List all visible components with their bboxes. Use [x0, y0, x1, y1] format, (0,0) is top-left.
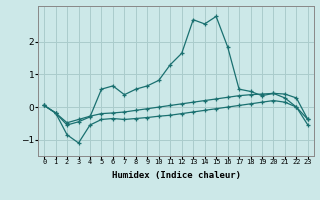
X-axis label: Humidex (Indice chaleur): Humidex (Indice chaleur): [111, 171, 241, 180]
